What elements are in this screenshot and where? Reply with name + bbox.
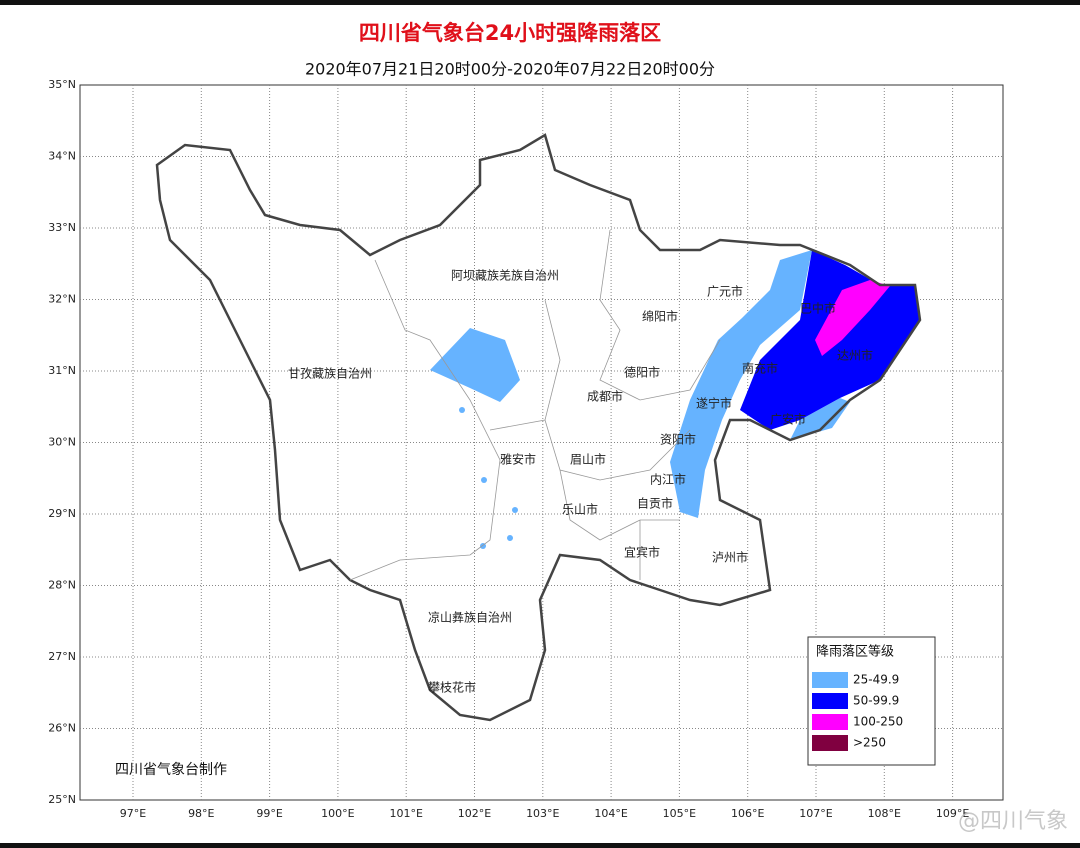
lon-label: 104°E — [594, 807, 627, 820]
lon-label: 107°E — [799, 807, 832, 820]
legend-swatch — [812, 714, 848, 730]
legend-title: 降雨落区等级 — [816, 644, 894, 660]
lat-label: 29°N — [48, 507, 76, 520]
region-label: 阿坝藏族羌族自治州 — [451, 269, 559, 283]
lat-label: 26°N — [48, 722, 76, 735]
lat-label: 25°N — [48, 793, 76, 806]
watermark: @四川气象 — [958, 809, 1068, 834]
region-label: 攀枝花市 — [428, 680, 476, 695]
lon-label: 101°E — [389, 807, 422, 820]
lat-label: 28°N — [48, 579, 76, 592]
rain-spot — [507, 535, 513, 541]
title: 四川省气象台24小时强降雨落区 — [359, 21, 661, 45]
legend-label: 25-49.9 — [853, 673, 899, 687]
region-label: 遂宁市 — [696, 396, 732, 411]
region-label: 成都市 — [587, 389, 623, 404]
region-label: 巴中市 — [800, 301, 836, 316]
rain-area — [790, 398, 850, 440]
lon-label: 109°E — [936, 807, 969, 820]
lat-label: 31°N — [48, 364, 76, 377]
region-label: 广安市 — [770, 412, 806, 427]
legend-swatch — [812, 693, 848, 709]
region-label: 凉山彝族自治州 — [428, 610, 512, 625]
lat-label: 34°N — [48, 150, 76, 163]
region-label: 绵阳市 — [642, 309, 678, 324]
lon-label: 102°E — [458, 807, 491, 820]
region-label: 宜宾市 — [624, 545, 660, 560]
region-label: 内江市 — [650, 472, 686, 487]
lat-label: 32°N — [48, 293, 76, 306]
region-label: 德阳市 — [624, 365, 660, 380]
rain-area — [670, 250, 812, 518]
lon-label: 108°E — [868, 807, 901, 820]
region-label: 泸州市 — [712, 550, 748, 565]
region-label: 广元市 — [707, 284, 743, 299]
region-label: 乐山市 — [562, 502, 598, 517]
district-boundaries — [349, 229, 721, 581]
bottom-bar — [0, 843, 1080, 848]
region-label: 甘孜藏族自治州 — [288, 367, 372, 381]
legend-swatch — [812, 672, 848, 688]
lon-label: 100°E — [321, 807, 354, 820]
lat-label: 30°N — [48, 436, 76, 449]
legend-label: >250 — [853, 736, 886, 750]
region-label: 资阳市 — [660, 432, 696, 447]
lon-label: 106°E — [731, 807, 764, 820]
region-label: 雅安市 — [500, 452, 536, 467]
lon-label: 103°E — [526, 807, 559, 820]
rain-spot — [481, 477, 487, 483]
legend: 25-49.9 50-99.9 100-250 >250 — [812, 672, 903, 751]
top-bar — [0, 0, 1080, 5]
rain-spot — [459, 407, 465, 413]
lon-label: 99°E — [256, 807, 282, 820]
lat-label: 33°N — [48, 221, 76, 234]
lat-label: 35°N — [48, 78, 76, 91]
credit: 四川省气象台制作 — [115, 762, 227, 778]
subtitle: 2020年07月21日20时00分-2020年07月22日20时00分 — [305, 60, 715, 79]
lon-label: 105°E — [663, 807, 696, 820]
region-label: 眉山市 — [570, 452, 606, 467]
legend-swatch — [812, 735, 848, 751]
region-label: 南充市 — [742, 361, 778, 376]
rain-spot — [512, 507, 518, 513]
rain-area — [430, 328, 520, 402]
legend-label: 50-99.9 — [853, 694, 899, 708]
province-outline — [155, 133, 922, 722]
region-label: 自贡市 — [637, 496, 673, 511]
rain-area — [815, 280, 890, 356]
rain-areas — [430, 250, 920, 549]
region-label: 达州市 — [837, 348, 873, 363]
legend-label: 100-250 — [853, 715, 903, 729]
lat-label: 27°N — [48, 650, 76, 663]
lon-label: 97°E — [120, 807, 146, 820]
lon-label: 98°E — [188, 807, 214, 820]
